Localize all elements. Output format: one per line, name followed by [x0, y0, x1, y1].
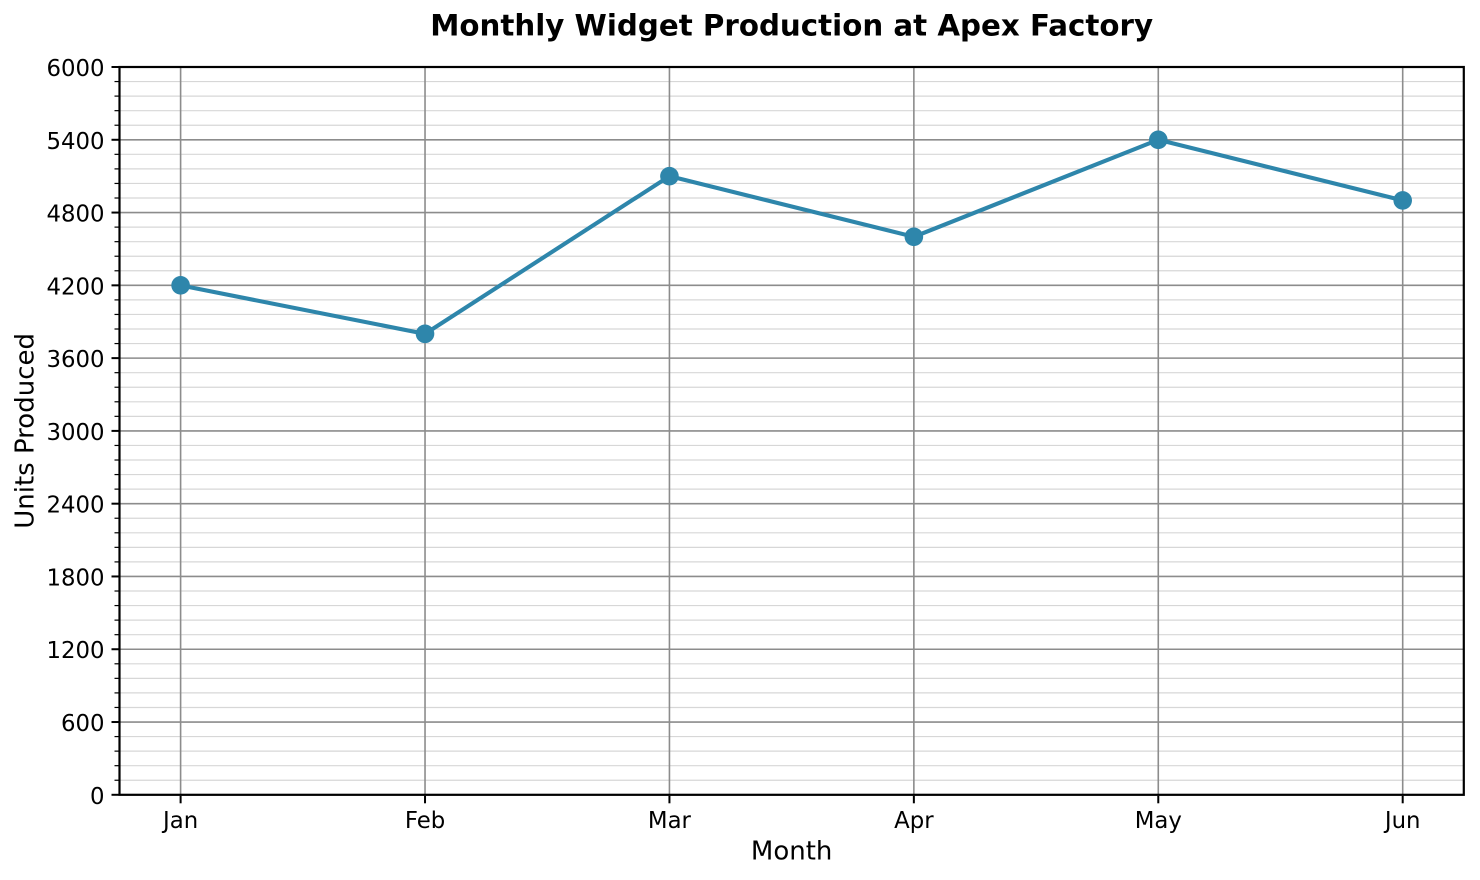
data-point-marker	[904, 227, 924, 247]
y-tick-label: 1200	[46, 638, 104, 664]
x-tick-label: Mar	[648, 808, 692, 834]
series-line	[178, 137, 1405, 336]
x-tick-label: May	[1135, 808, 1182, 834]
y-tick-label: 2400	[46, 493, 104, 519]
y-tick-label: 4800	[46, 202, 104, 228]
axis-tick-labels: 0 600 1200 1800 2400 3000 3600 4200 4800 5400 6000…	[46, 56, 1420, 834]
x-tick-label: Jun	[1383, 808, 1421, 834]
y-tick-label: 3600	[46, 347, 104, 373]
data-point-marker	[1393, 191, 1412, 210]
data-point-marker	[1148, 130, 1168, 150]
data-series	[171, 130, 1412, 344]
y-tick-label: 1800	[46, 565, 104, 591]
y-tick-label: 6000	[46, 56, 104, 82]
axes-spines	[118, 65, 1465, 796]
major-gridlines	[119, 66, 1464, 796]
y-tick-label: 4200	[46, 274, 104, 300]
data-point-marker	[415, 324, 435, 344]
y-tick-label: 600	[61, 711, 105, 737]
data-point-marker	[660, 166, 679, 186]
axis-ticks	[111, 66, 1404, 804]
plot-border	[118, 65, 1465, 796]
y-tick-label: 3000	[46, 420, 104, 446]
x-tick-label: Feb	[405, 808, 445, 834]
x-tick-label: Apr	[894, 808, 934, 834]
data-point-marker	[171, 276, 190, 295]
y-tick-label: 5400	[46, 129, 104, 155]
x-tick-label: Jan	[161, 808, 198, 834]
y-tick-label: 0	[90, 784, 105, 810]
minor-gridlines	[119, 80, 1464, 781]
x-axis-label: Month	[751, 837, 833, 867]
chart-title: Monthly Widget Production at Apex Factor…	[430, 9, 1153, 43]
y-axis-label: Units Produced	[11, 333, 41, 529]
